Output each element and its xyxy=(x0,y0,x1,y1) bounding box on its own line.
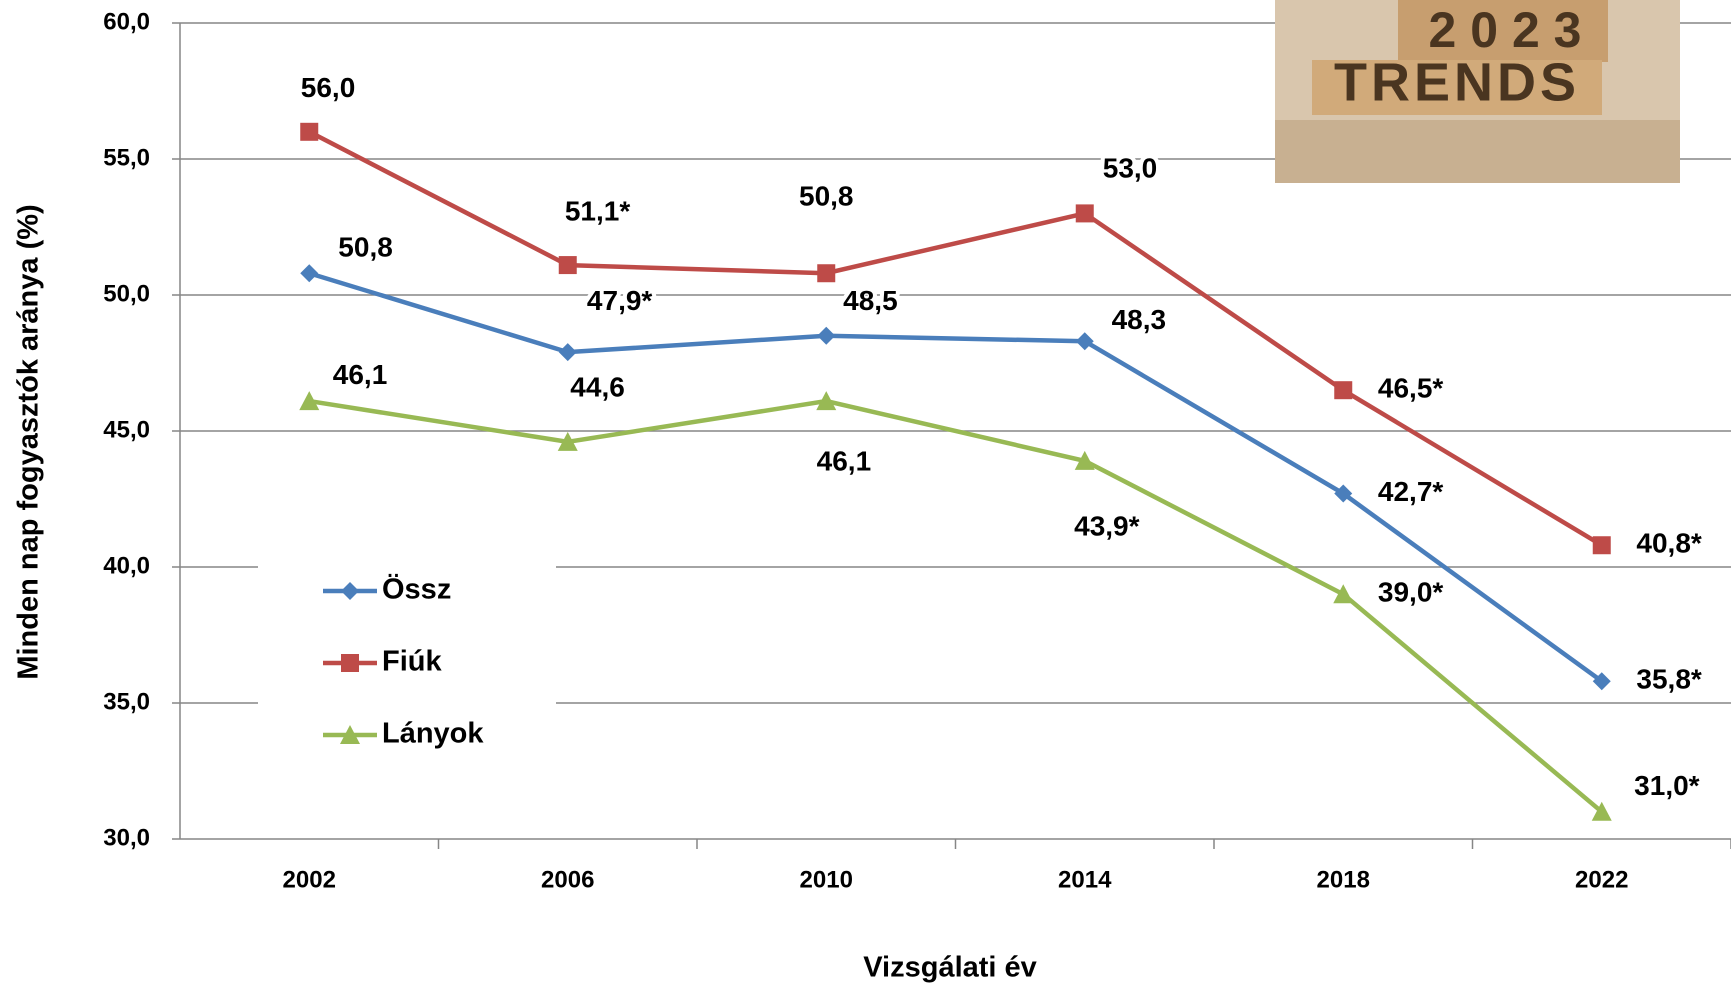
marker xyxy=(300,264,319,283)
x-tick-label: 2006 xyxy=(541,866,594,893)
data-label: 50,8 xyxy=(338,231,393,262)
data-label: 42,7* xyxy=(1378,476,1443,507)
marker xyxy=(817,264,836,283)
data-label: 43,9* xyxy=(1074,511,1139,542)
data-label: 53,0 xyxy=(1103,153,1158,184)
x-tick-label: 2002 xyxy=(283,866,336,893)
series-line xyxy=(308,398,1604,814)
marker xyxy=(558,343,577,362)
marker xyxy=(1333,584,1354,604)
y-tick-label: 35,0 xyxy=(103,688,150,715)
y-tick-label: 50,0 xyxy=(103,280,150,307)
y-tick-label: 55,0 xyxy=(103,144,150,171)
series-line xyxy=(308,271,1604,684)
x-tick-label: 2010 xyxy=(800,866,853,893)
image-blocks-top xyxy=(1398,0,1608,62)
data-label: 47,9* xyxy=(587,285,652,316)
image-text: 2 0 2 3 xyxy=(1429,2,1582,58)
data-label: 46,1 xyxy=(333,359,388,390)
legend-box xyxy=(258,566,556,764)
image-blocks xyxy=(1312,60,1602,115)
series-line xyxy=(308,129,1603,548)
data-label: 56,0 xyxy=(301,72,356,103)
marker xyxy=(1075,332,1094,351)
marker xyxy=(341,654,359,672)
marker xyxy=(1334,484,1353,503)
marker xyxy=(1591,801,1612,821)
legend-label: Össz xyxy=(382,573,451,606)
data-label: 40,8* xyxy=(1636,528,1701,559)
y-axis-title: Minden nap fogyasztók aránya (%) xyxy=(13,204,45,679)
data-label: 44,6 xyxy=(570,371,625,402)
marker xyxy=(341,582,359,600)
data-label: 48,3 xyxy=(1112,304,1167,335)
x-tick-label: 2018 xyxy=(1317,866,1370,893)
data-label: 48,5 xyxy=(843,285,898,316)
marker xyxy=(299,391,320,411)
marker xyxy=(557,431,578,451)
marker xyxy=(558,256,577,275)
y-tick-label: 60,0 xyxy=(103,8,150,35)
x-tick-label: 2022 xyxy=(1575,866,1628,893)
data-label: 50,8 xyxy=(799,181,854,212)
marker xyxy=(1074,450,1095,470)
legend-label: Fiúk xyxy=(382,646,442,678)
legend-label: Lányok xyxy=(382,718,484,750)
image-table xyxy=(1275,120,1680,183)
marker xyxy=(1592,672,1611,691)
y-tick-label: 30,0 xyxy=(103,824,150,851)
data-label: 31,0* xyxy=(1634,770,1699,801)
marker xyxy=(1075,204,1094,223)
marker xyxy=(300,122,319,141)
x-tick-label: 2014 xyxy=(1058,866,1112,893)
marker xyxy=(1592,536,1611,555)
data-label: 35,8* xyxy=(1636,664,1701,695)
data-label: 51,1* xyxy=(565,196,630,227)
x-axis-title: Vizsgálati év xyxy=(863,952,1037,984)
y-tick-label: 40,0 xyxy=(103,552,150,579)
marker xyxy=(340,725,360,744)
data-label: 46,5* xyxy=(1378,373,1443,404)
y-tick-label: 45,0 xyxy=(103,416,150,443)
data-label: 46,1 xyxy=(817,445,872,476)
marker xyxy=(816,391,837,411)
data-label: 39,0* xyxy=(1378,577,1443,608)
image-text: TRENDS xyxy=(1334,52,1580,112)
marker xyxy=(817,326,836,345)
marker xyxy=(1334,381,1353,400)
